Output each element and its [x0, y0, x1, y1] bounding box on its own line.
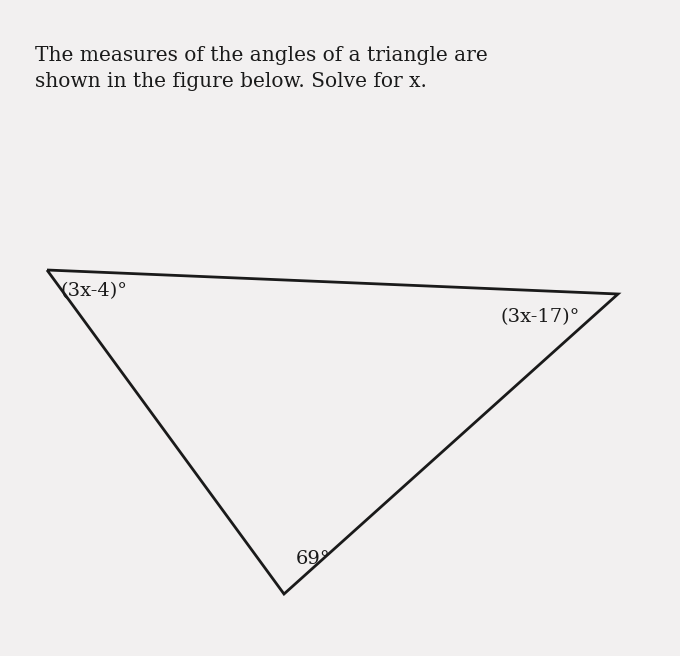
- Text: (3x-17)°: (3x-17)°: [500, 308, 579, 326]
- Text: (3x-4)°: (3x-4)°: [61, 282, 128, 300]
- Text: The measures of the angles of a triangle are
shown in the figure below. Solve fo: The measures of the angles of a triangle…: [35, 46, 488, 91]
- Text: 69°: 69°: [296, 550, 330, 568]
